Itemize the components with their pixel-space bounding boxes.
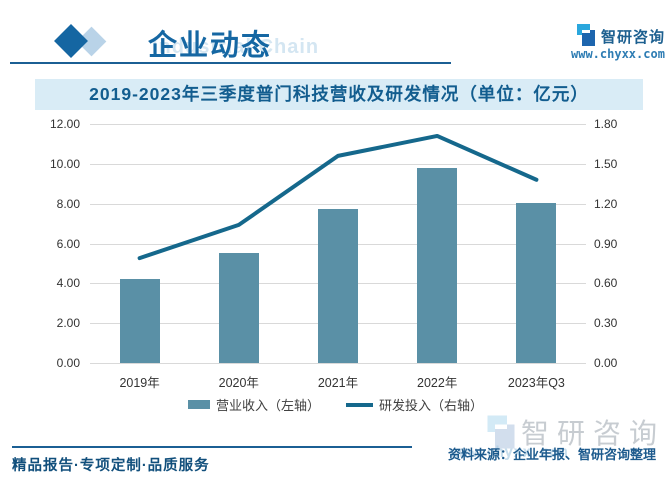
y-axis-left-tick: 10.00 (49, 156, 80, 171)
y-axis-left-tick: 2.00 (56, 316, 80, 331)
legend: 营业收入（左轴） 研发投入（右轴） (0, 395, 671, 414)
x-axis-label: 2019年 (119, 376, 160, 390)
watermark-brand-url: www.chyxx.com (450, 443, 568, 461)
watermark-brand-name: 智研咨询 (521, 418, 666, 449)
y-axis-right-tick: 1.80 (594, 117, 618, 131)
header-watermark: Industrial Chain (152, 36, 320, 58)
y-axis-left-tick: 0.00 (56, 356, 80, 370)
revenue-bar (218, 253, 259, 363)
diamond-icon (54, 24, 88, 58)
chart-title: 2019-2023年三季度普门科技营收及研发情况（单位：亿元） (35, 79, 643, 110)
footer-divider (12, 446, 412, 448)
gridline (90, 363, 586, 364)
revenue-bar (318, 208, 358, 363)
gridline (90, 203, 586, 205)
y-axis-right-tick: 0.60 (594, 276, 618, 291)
brand-name: 智研咨询 (601, 29, 666, 46)
gridline (90, 124, 586, 125)
legend-item-revenue: 营业收入（左轴） (187, 395, 320, 414)
revenue-bar (119, 279, 160, 363)
y-axis-right-tick: 0.30 (594, 316, 618, 331)
legend-label: 营业收入（左轴） (215, 398, 320, 413)
y-axis-left-tick: 6.00 (56, 236, 80, 251)
brand-url[interactable]: www.chyxx.com (571, 47, 665, 61)
bar-swatch-icon (187, 400, 210, 409)
source-note: 资料来源：企业年报、智研咨询整理 (448, 447, 657, 462)
revenue-bar (516, 202, 557, 363)
y-axis-left-tick: 4.00 (56, 276, 80, 291)
rnd-line-series (137, 133, 539, 261)
y-axis-right-tick: 0.00 (594, 356, 618, 370)
gridline (90, 163, 586, 165)
x-axis-label: 2022年 (417, 376, 458, 390)
legend-item-rnd: 研发投入（右轴） (346, 395, 483, 414)
x-axis-label: 2021年 (317, 376, 359, 390)
y-axis-right-tick: 1.50 (594, 156, 618, 171)
y-axis-right-tick: 1.20 (594, 196, 618, 211)
section-title: 企业动态 (148, 30, 273, 62)
footer-tagline: 精品报告·专项定制·品质服务 (12, 458, 210, 474)
header-divider (10, 62, 451, 64)
line-swatch-icon (346, 402, 373, 407)
x-axis-label: 2020年 (218, 376, 259, 390)
legend-label: 研发投入（右轴） (379, 398, 484, 413)
x-axis-label: 2023年Q3 (507, 376, 565, 390)
revenue-bar (417, 167, 458, 363)
y-axis-right-tick: 0.90 (594, 236, 618, 251)
y-axis-left-tick: 12.00 (49, 117, 80, 131)
watermark-logo-icon (487, 415, 515, 449)
y-axis-left-tick: 8.00 (56, 196, 80, 211)
zhiyan-logo-icon (577, 24, 595, 46)
